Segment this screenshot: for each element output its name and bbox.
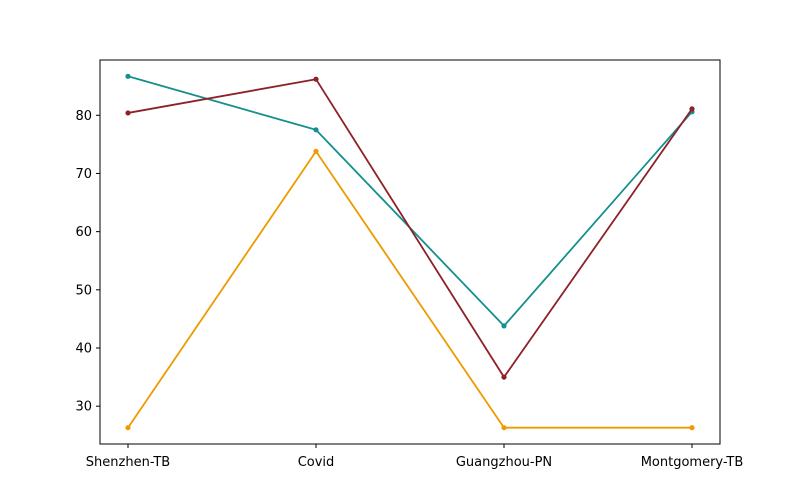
y-tick-label: 40 <box>75 342 92 357</box>
series-1-point <box>313 127 319 133</box>
series-2-point <box>313 76 319 82</box>
series-3-point <box>501 425 507 431</box>
series-3-point <box>689 425 695 431</box>
series-3-line <box>127 150 692 429</box>
x-tick-label: Covid <box>298 455 335 470</box>
x-tick-label: Shenzhen-TB <box>86 455 170 470</box>
series-3 <box>125 148 695 431</box>
y-tick-label: 70 <box>75 167 92 182</box>
y-tick-label: 30 <box>75 400 92 415</box>
series-2 <box>125 76 695 380</box>
series-2-point <box>125 110 131 116</box>
series-2-point <box>501 374 507 380</box>
series-3-point <box>313 148 319 154</box>
y-axis: 30 40 50 60 70 80 <box>75 109 100 415</box>
series-1-point <box>125 73 131 79</box>
y-tick-label: 80 <box>75 109 92 124</box>
series-3-point <box>125 425 131 431</box>
series-2-line <box>127 78 693 378</box>
y-tick-label: 50 <box>75 283 92 298</box>
x-tick-label: Guangzhou-PN <box>456 455 552 470</box>
series-layer <box>125 73 695 431</box>
x-axis: Shenzhen-TB Covid Guangzhou-PN Montgomery-T… <box>86 444 743 470</box>
series-2-point <box>689 106 695 112</box>
y-tick-label: 60 <box>75 225 92 240</box>
x-tick-label: Montgomery-TB <box>641 455 744 470</box>
plot-frame <box>99 59 721 445</box>
series-1-point <box>501 323 507 329</box>
